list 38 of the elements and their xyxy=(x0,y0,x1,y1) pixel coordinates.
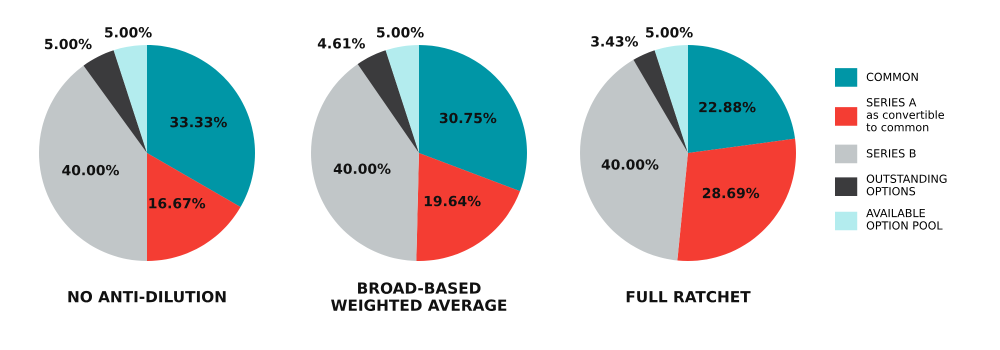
pie-slice xyxy=(688,45,796,153)
pie-slice xyxy=(633,50,688,153)
legend-label: COMMON xyxy=(866,72,918,82)
legend-label: AVAILABLE OPTION POOL xyxy=(866,208,943,230)
pie-slice xyxy=(654,45,688,153)
pie-slice xyxy=(580,60,688,260)
data-label: 28.69% xyxy=(702,188,760,198)
data-label: 5.00% xyxy=(105,27,152,38)
pie-slice xyxy=(147,153,241,261)
text: BROAD-BASED WEIGHTED AVERAGE xyxy=(331,282,506,311)
data-label: 5.00% xyxy=(377,27,424,38)
pie-slice xyxy=(386,45,419,153)
data-label: 5.00% xyxy=(44,38,92,50)
text: FULL RATCHET xyxy=(626,290,751,302)
data-label: 40.00% xyxy=(62,164,119,176)
data-label: 19.64% xyxy=(424,196,481,206)
pie-slice xyxy=(419,45,527,192)
data-label: 16.67% xyxy=(149,198,206,208)
pie-slice xyxy=(39,66,147,261)
legend-label: SERIES B xyxy=(866,149,916,158)
pie-slice xyxy=(114,45,147,153)
data-label: 30.75% xyxy=(440,112,496,124)
data-label: 3.43% xyxy=(591,36,638,47)
data-label: 5.00% xyxy=(646,27,693,38)
data-label: 40.00% xyxy=(602,159,658,170)
pie-slice xyxy=(147,45,255,207)
text: NO ANTI-DILUTION xyxy=(68,290,226,302)
legend-label: OUTSTANDING OPTIONS xyxy=(866,174,947,196)
data-label: 4.61% xyxy=(318,38,365,49)
pie-slice xyxy=(311,64,419,261)
pie-slice xyxy=(677,138,796,261)
pie-slice xyxy=(416,153,520,261)
pie-slice xyxy=(84,50,147,153)
data-label: 40.00% xyxy=(334,163,391,174)
legend-label: SERIES A as convertible to common xyxy=(866,98,944,132)
pie-slice xyxy=(358,50,419,153)
data-label: 22.88% xyxy=(699,102,756,112)
data-label: 33.33% xyxy=(170,116,227,128)
